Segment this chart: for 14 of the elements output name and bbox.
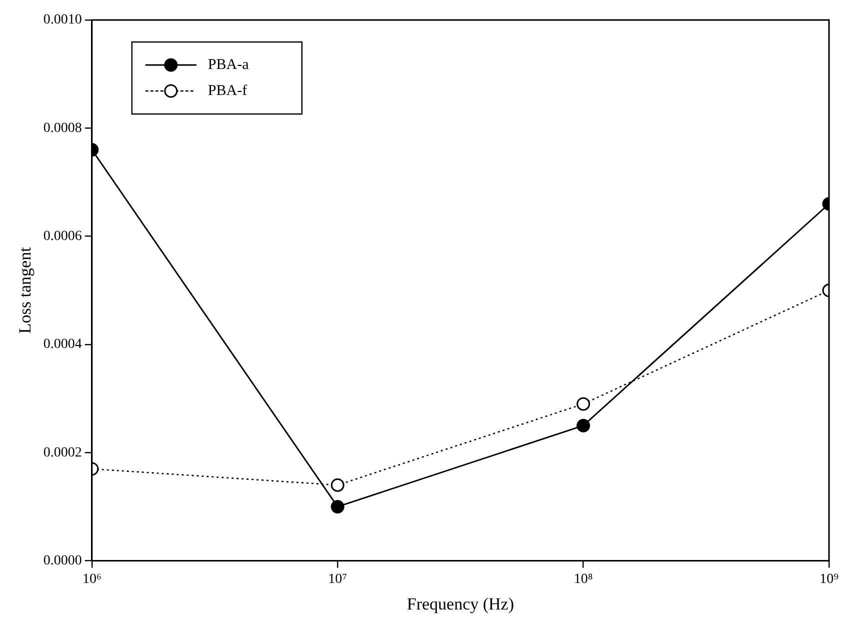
- legend-label: PBA-a: [208, 56, 250, 73]
- y-tick-label: 0.0006: [43, 228, 82, 244]
- x-tick-label: 10⁹: [820, 572, 839, 587]
- y-tick-label: 0.0010: [43, 12, 82, 28]
- y-tick-label: 0.0002: [43, 445, 82, 460]
- legend-label: PBA-f: [208, 82, 248, 99]
- y-tick-label: 0.0000: [43, 553, 82, 568]
- x-axis-title: Frequency (Hz): [406, 594, 514, 614]
- x-tick-label: 10⁶: [82, 572, 102, 587]
- x-tick-label: 10⁷: [328, 572, 348, 587]
- x-tick-label: 10⁸: [574, 572, 593, 587]
- y-axis-title: Loss tangent: [16, 246, 35, 334]
- y-tick-label: 0.0008: [43, 120, 82, 136]
- y-tick-label: 0.0004: [43, 337, 82, 352]
